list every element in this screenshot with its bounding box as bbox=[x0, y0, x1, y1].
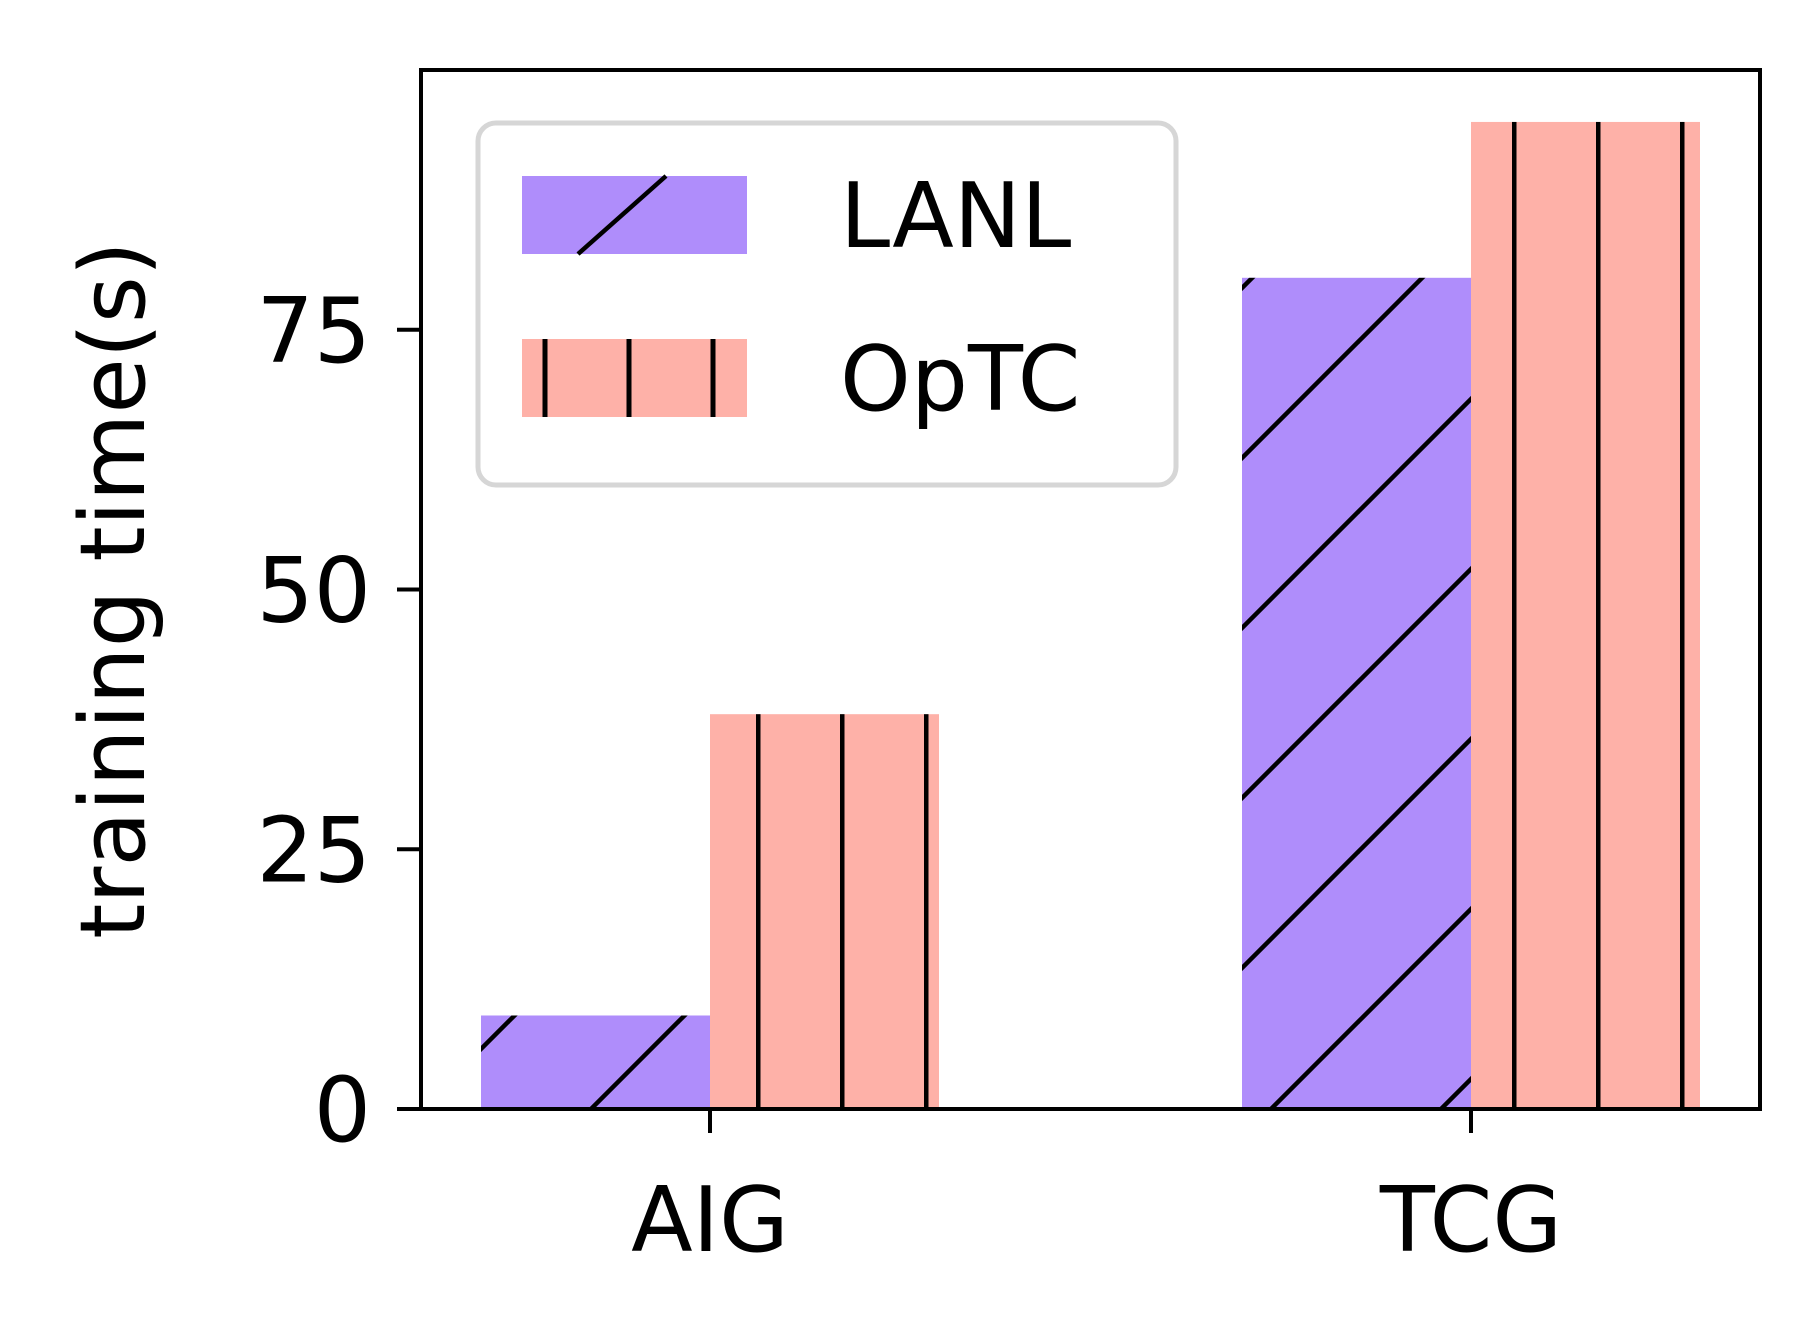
bar-hatch-lanl-tcg bbox=[1242, 277, 1471, 1109]
bars-layer bbox=[481, 121, 1700, 1109]
bar-hatch-lanl-aig bbox=[481, 1015, 710, 1109]
y-axis-label: training time(s) bbox=[61, 241, 166, 939]
x-tick-label: TCG bbox=[1379, 1168, 1562, 1273]
legend-swatch-lanl bbox=[522, 176, 747, 254]
bar-hatch-optc-tcg bbox=[1471, 121, 1700, 1109]
y-tick-label: 50 bbox=[256, 539, 371, 644]
legend: LANL OpTC bbox=[475, 120, 1179, 488]
legend-hatch-line bbox=[576, 174, 668, 256]
y-tick-label: 0 bbox=[314, 1058, 371, 1163]
y-tick-label: 25 bbox=[256, 798, 371, 903]
x-axis: AIG TCG bbox=[631, 1109, 1562, 1273]
y-tick-label: 75 bbox=[256, 279, 371, 384]
legend-label-optc: OpTC bbox=[840, 327, 1081, 432]
bar-hatch-optc-aig bbox=[710, 714, 939, 1109]
x-tick-label: AIG bbox=[631, 1168, 789, 1273]
legend-label-lanl: LANL bbox=[840, 164, 1071, 269]
legend-swatch-optc bbox=[522, 339, 747, 417]
y-axis: 0 25 50 75 bbox=[256, 279, 421, 1163]
